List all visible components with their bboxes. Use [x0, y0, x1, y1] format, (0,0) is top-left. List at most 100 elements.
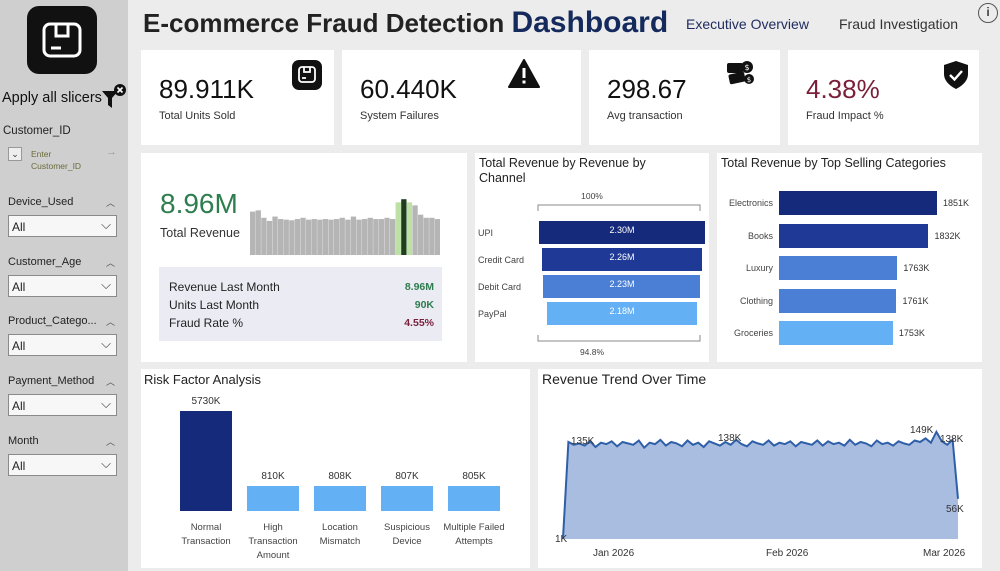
sparkline-bar [339, 217, 345, 255]
box-icon [292, 60, 322, 90]
category-bar [779, 256, 898, 280]
funnel-top-bracket [537, 204, 701, 211]
shield-check-icon [944, 61, 968, 89]
channel-bar-value: 2.30M [609, 225, 635, 235]
sparkline-bar [434, 219, 440, 255]
kpi-value: 60.440K [360, 74, 457, 104]
sparkline-bar [289, 220, 295, 255]
customer-id-input[interactable]: Enter Customer_ID [31, 149, 82, 171]
arrow-right-icon[interactable]: → [106, 146, 117, 158]
channel-bar-value: 2.23M [609, 279, 635, 289]
kpi-value: 298.67 [607, 74, 687, 104]
chevron-down-icon: ⌵ [101, 396, 111, 411]
sparkline-bar [300, 217, 306, 255]
channel-bar: 2.18M [546, 302, 698, 325]
sparkline-bar [384, 217, 390, 255]
stat-units-last-month-label: Units Last Month [169, 298, 260, 312]
sparkline-bar [350, 216, 357, 255]
sparkline-bar [322, 219, 329, 255]
chevron-down-icon: ⌵ [101, 336, 111, 351]
kpi-card-units: 89.911K Total Units Sold [141, 50, 334, 145]
sparkline-bar [356, 219, 362, 255]
revenue-card: 8.96M Total Revenue Revenue Last Month 8… [141, 153, 467, 362]
customer-id-label: Customer_ID [3, 125, 71, 137]
slicer-value: All [12, 459, 26, 473]
risk-category-label: Normal Transaction [181, 522, 231, 547]
chevron-up-icon[interactable]: ︿ [106, 377, 116, 387]
sparkline-bar [278, 219, 284, 255]
sparkline-bar [334, 219, 340, 255]
slicer-value: All [12, 280, 26, 294]
sparkline-bar [261, 217, 267, 255]
trend-data-label: 1K [555, 534, 568, 545]
kpi-card-avg-transaction: 298.67 Avg transaction $ $ [589, 50, 780, 145]
channel-bottom-pct: 94.8% [579, 347, 605, 357]
chevron-up-icon[interactable]: ︿ [106, 198, 116, 208]
stat-revenue-last-month-label: Revenue Last Month [169, 280, 280, 294]
channel-label: UPI [478, 228, 494, 238]
trend-title: Revenue Trend Over Time [542, 371, 707, 387]
risk-title: Risk Factor Analysis [144, 372, 262, 387]
trend-x-tick: Feb 2026 [766, 548, 809, 559]
risk-bar-value: 5730K [191, 396, 221, 407]
kpi-label: Total Units Sold [159, 110, 236, 122]
sparkline-bar [266, 220, 273, 255]
nav-executive-overview[interactable]: Executive Overview [686, 16, 809, 32]
chevron-up-icon[interactable]: ︿ [106, 437, 116, 447]
channel-bar: 2.23M [543, 275, 701, 298]
revenue-sparkline [250, 199, 440, 255]
slicer-payment-method[interactable]: All ⌵ [8, 394, 117, 416]
chevron-down-icon: ⌵ [101, 217, 111, 232]
sparkline-bar [418, 214, 424, 255]
risk-bar-value: 807K [395, 470, 419, 482]
slicer-month[interactable]: All ⌵ [8, 454, 117, 476]
sparkline-bar [345, 219, 351, 255]
slicer-value: All [12, 220, 26, 234]
trend-data-label: 138K [718, 433, 742, 444]
risk-bar [180, 411, 232, 511]
sparkline-bar [429, 217, 435, 255]
risk-bar [381, 485, 433, 511]
money-icon: $ $ [727, 61, 754, 85]
sparkline-bar [367, 217, 373, 255]
app-logo [27, 6, 97, 74]
category-label: Luxury [745, 263, 773, 273]
trend-data-label: 135K [571, 436, 595, 447]
slicer-product-category[interactable]: All ⌵ [8, 334, 117, 356]
total-revenue-value: 8.96M [160, 188, 238, 219]
sparkline-bar [378, 219, 385, 255]
customer-id-search[interactable]: ⌄ Enter Customer_ID → [8, 145, 120, 177]
box-icon [42, 22, 82, 58]
channel-top-pct: 100% [581, 191, 603, 201]
stat-fraud-rate-label: Fraud Rate % [169, 316, 244, 330]
risk-bar-value: 805K [462, 470, 486, 482]
kpi-label: System Failures [360, 110, 439, 122]
chevron-up-icon[interactable]: ︿ [106, 317, 116, 327]
clear-filter-icon[interactable] [101, 83, 127, 111]
trend-area [563, 431, 958, 539]
channel-label: Credit Card [478, 255, 525, 265]
category-bar [779, 191, 937, 215]
channel-title: Total Revenue by Revenue by Channel [479, 156, 646, 185]
page-title-text: E-commerce Fraud Detection [143, 8, 505, 38]
trend-line [562, 429, 959, 539]
chevron-down-icon[interactable]: ⌄ [8, 147, 22, 161]
chevron-up-icon[interactable]: ︿ [106, 258, 116, 268]
sidebar: Apply all slicers Customer_ID ⌄ Enter Cu… [0, 0, 128, 571]
category-label: Books [747, 230, 773, 241]
sparkline-bar [255, 210, 261, 255]
risk-bar-value: 808K [328, 470, 352, 482]
trend-data-label: 149K [910, 425, 934, 436]
kpi-value: 89.911K [159, 74, 254, 104]
revenue-trend-chart: 135K 138K 149K 138K 56K 1K Jan 2026 Feb 2026 Mar… [555, 425, 966, 559]
kpi-label: Avg transaction [607, 110, 683, 122]
sparkline-bar [250, 211, 256, 255]
svg-text:$: $ [747, 76, 751, 84]
info-icon[interactable]: i [978, 3, 998, 23]
apply-slicers-button[interactable]: Apply all slicers [2, 90, 102, 106]
categories-card: Total Revenue by Top Selling Categories … [717, 153, 982, 362]
slicer-customer-age[interactable]: All ⌵ [8, 275, 117, 297]
kpi-card-failures: 60.440K System Failures [342, 50, 581, 145]
slicer-device-used[interactable]: All ⌵ [8, 215, 117, 237]
nav-fraud-investigation[interactable]: Fraud Investigation [839, 16, 959, 32]
